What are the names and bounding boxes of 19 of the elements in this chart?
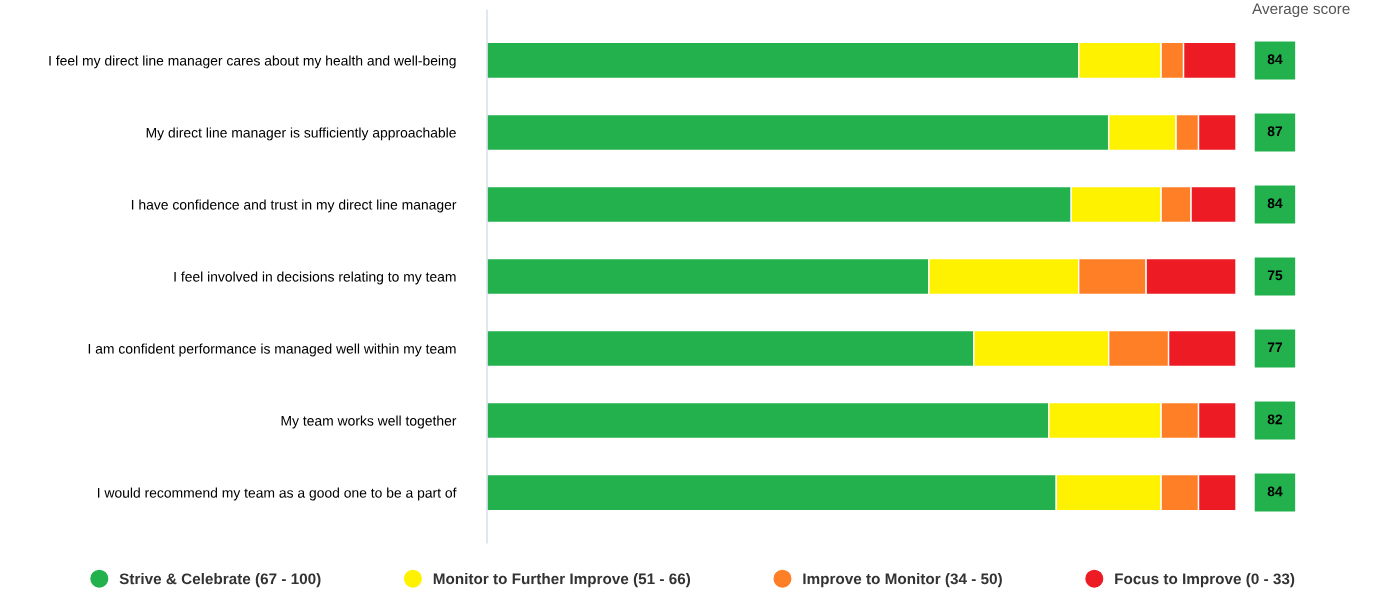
text: 82 [1267, 414, 1283, 425]
text: 87 [1267, 126, 1283, 137]
y-tick-label: My direct line manager is sufficiently approachable [146, 127, 456, 141]
legend-label: Monitor to Further Improve (51 - 66) [433, 573, 691, 588]
text: 84 [1267, 486, 1283, 497]
y-tick-label: I have confidence and trust in my direct line manager [131, 199, 457, 213]
y-tick-label: I feel my direct line manager cares about my health and well-being [49, 55, 456, 69]
legend-label: Strive & Celebrate (67 - 100) [119, 573, 321, 588]
text: 84 [1267, 198, 1283, 209]
text: 75 [1267, 270, 1283, 281]
text: 84 [1267, 54, 1283, 65]
y-tick-label: My team works well together [281, 415, 457, 429]
legend-label: Improve to Monitor (34 - 50) [803, 573, 1002, 588]
text: Average score [1252, 3, 1350, 18]
text: 77 [1267, 342, 1283, 353]
y-tick-label: I would recommend my team as a good one to be a part of [97, 487, 457, 501]
y-tick-label: I feel involved in decisions relating to my team [174, 271, 456, 285]
y-tick-label: I am confident performance is managed well within my team [88, 343, 456, 357]
legend-label: Focus to Improve (0 - 33) [1115, 573, 1295, 588]
